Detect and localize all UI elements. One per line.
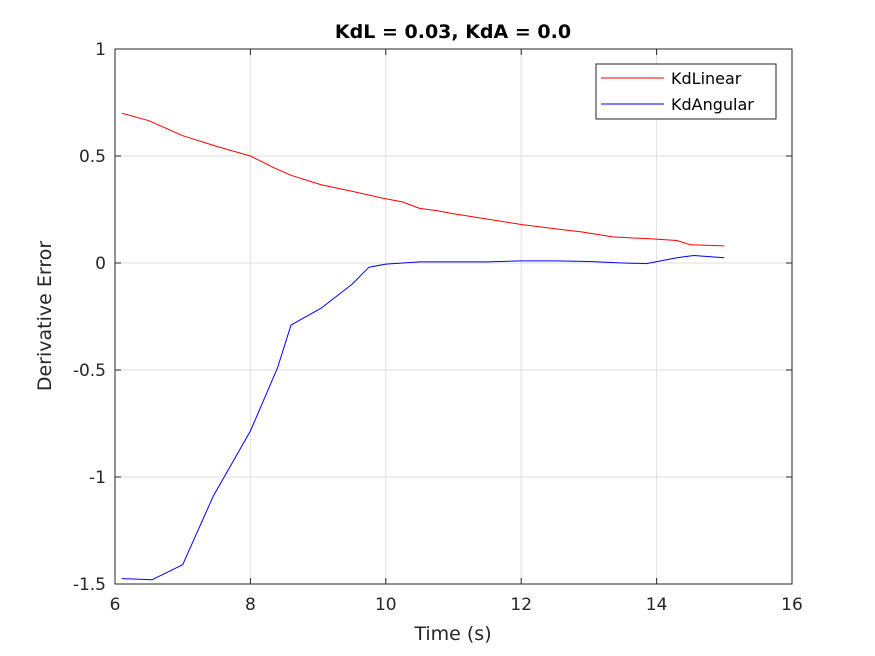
plot-area — [115, 49, 792, 584]
legend-label-kdangular: KdAngular — [671, 95, 754, 114]
axes-box — [114, 48, 793, 585]
y-axis-label: Derivative Error — [34, 241, 56, 392]
series-line-kdangular — [121, 255, 725, 581]
y-tick-label: -1 — [89, 468, 106, 488]
x-tick-label: 8 — [245, 595, 256, 615]
y-tick-label: 1 — [95, 40, 106, 60]
x-tick-label: 12 — [510, 595, 532, 615]
legend-box — [595, 63, 777, 120]
chart-title: KdL = 0.03, KdA = 0.0 — [335, 21, 571, 43]
x-tick-label: 14 — [646, 595, 668, 615]
y-tick-label: 0 — [95, 254, 106, 274]
x-tick-label: 10 — [375, 595, 397, 615]
series-line-kdlinear — [121, 112, 725, 247]
data-series — [121, 112, 725, 581]
x-tick-label: 6 — [110, 595, 121, 615]
axis-ticks: 6 8 10 12 14 16 -1.5 -1 -0.5 0 0.5 1 — [73, 40, 803, 615]
x-tick-label: 16 — [781, 595, 803, 615]
x-axis-label: Time (s) — [413, 623, 491, 645]
y-tick-label: -0.5 — [73, 361, 106, 381]
legend-label-kdlinear: KdLinear — [671, 69, 742, 88]
y-tick-label: 0.5 — [79, 147, 106, 167]
grid-lines — [115, 49, 792, 584]
legend: KdLinear KdAngular — [595, 63, 777, 120]
y-tick-label: -1.5 — [73, 575, 106, 595]
